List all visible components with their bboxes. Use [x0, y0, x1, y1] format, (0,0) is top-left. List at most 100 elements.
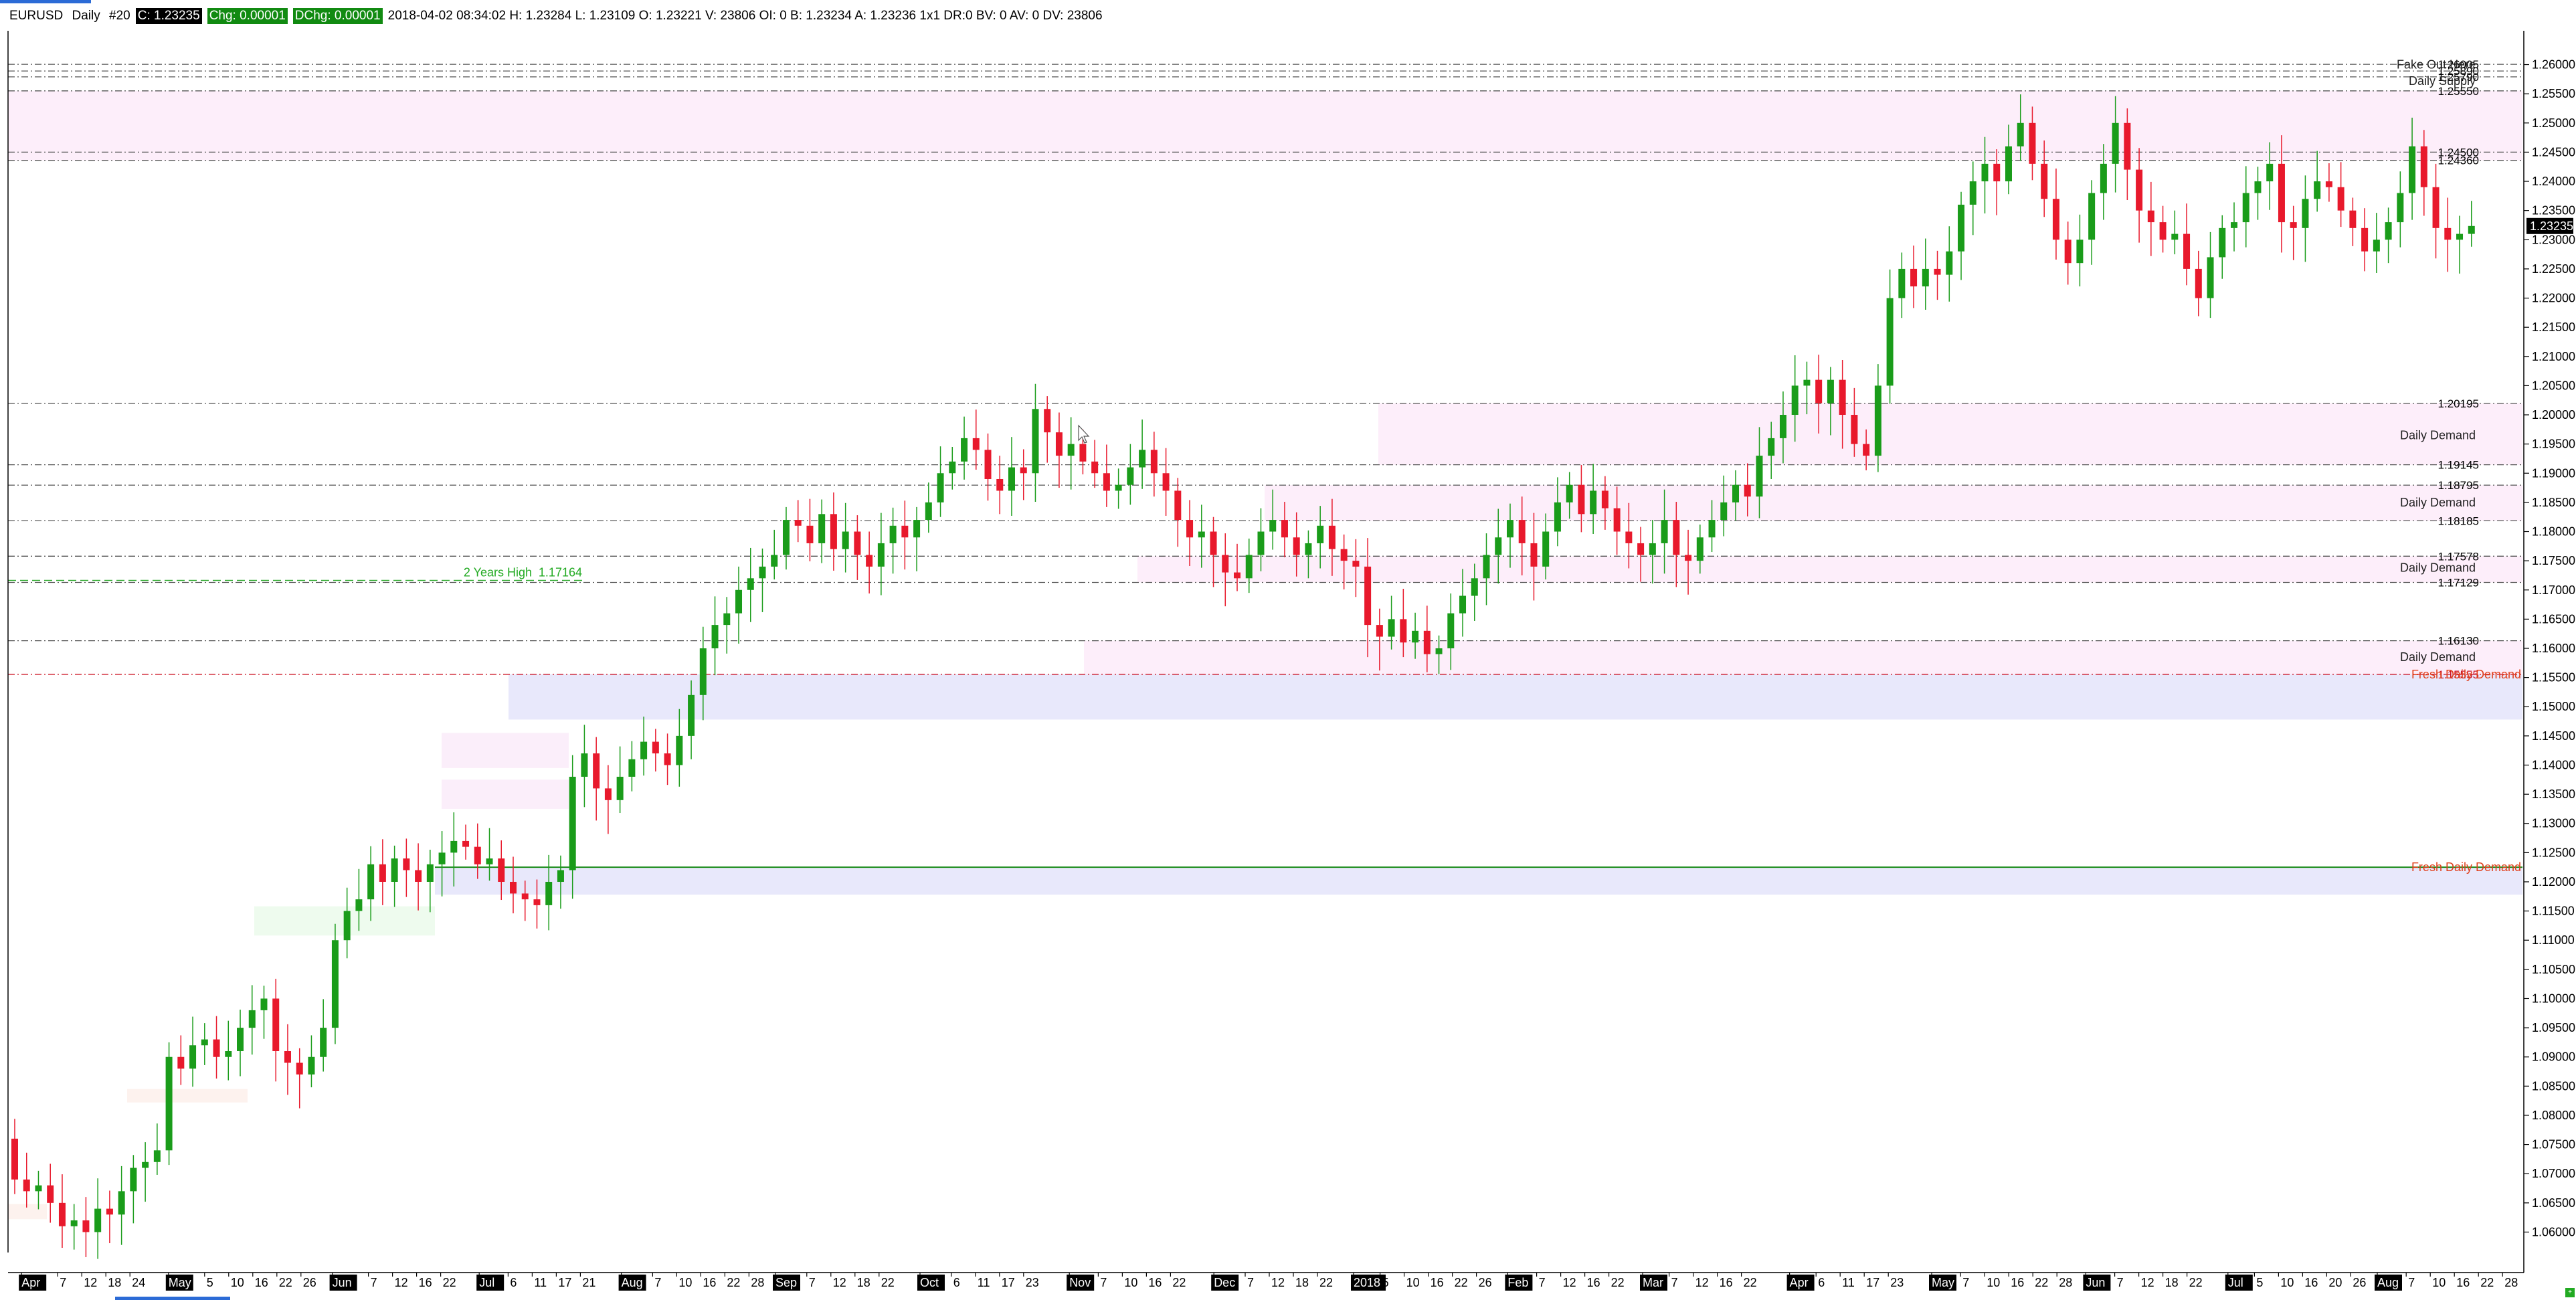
x-tick-label: 11	[534, 1276, 547, 1289]
daily-change-badge: DChg: 0.00001	[292, 8, 383, 24]
x-tick-label: 24	[132, 1276, 145, 1289]
x-tick-label: 22	[1455, 1276, 1468, 1289]
y-tick-label: 1.08000	[2532, 1109, 2575, 1122]
x-tick-label: Aug	[2377, 1276, 2399, 1289]
level-label: 1.17578	[2438, 550, 2479, 563]
x-tick-label: May	[1932, 1276, 1954, 1289]
level-label: 1.18795	[2438, 479, 2479, 492]
candle-body	[272, 998, 280, 1051]
candle-body	[486, 858, 493, 864]
daily-demand-zone-1	[1378, 403, 2522, 465]
y-tick-label: 1.10000	[2532, 992, 2575, 1005]
y-tick-label: 1.21500	[2532, 320, 2575, 334]
candle-body	[237, 1028, 244, 1051]
candle-body	[1934, 268, 1941, 275]
candle-body	[2147, 210, 2154, 223]
x-month-badge	[1786, 1275, 1815, 1291]
zone-annotation: Daily Demand	[2400, 650, 2476, 664]
candle-body	[545, 881, 553, 905]
y-tick-label: 1.14500	[2532, 729, 2575, 743]
candle-body	[1601, 490, 1608, 508]
scroll-indicator[interactable]	[115, 1297, 230, 1300]
candle-body	[1863, 444, 1870, 456]
candle-body	[1257, 531, 1265, 555]
y-tick-label: 1.15000	[2532, 700, 2575, 713]
y-tick-label: 1.19000	[2532, 466, 2575, 480]
x-tick-label: 16	[1720, 1276, 1733, 1289]
x-tick-label: 17	[1002, 1276, 1015, 1289]
level-label: 1.25790	[2438, 71, 2479, 84]
x-tick-label: Nov	[1069, 1276, 1091, 1289]
zone-annotation: Fresh Daily Demand	[2411, 860, 2521, 874]
x-tick-label: 10	[2432, 1276, 2446, 1289]
annotations-layer: 2 Years High 1.17164 Fake Out Here Daily Su…	[464, 58, 2521, 874]
level-label: 1.16130	[2438, 635, 2479, 648]
y-tick-label: 1.22500	[2532, 262, 2575, 276]
y-tick-label: 1.25000	[2532, 116, 2575, 130]
level-label: 1.24360	[2438, 155, 2479, 167]
timeframe-label: Daily	[72, 9, 100, 23]
window-accent-bar	[0, 0, 91, 3]
x-tick-label: 22	[443, 1276, 456, 1289]
candle-body	[699, 648, 707, 695]
x-tick-label: 22	[2480, 1276, 2494, 1289]
candle-body	[1044, 409, 1051, 433]
candle-body	[2017, 122, 2024, 147]
x-tick-label: 22	[1744, 1276, 1757, 1289]
candle-body	[569, 776, 576, 870]
x-tick-label: 7	[1671, 1276, 1678, 1289]
y-tick-label: 1.06000	[2532, 1225, 2575, 1238]
candle-body	[2373, 240, 2380, 252]
x-tick-label: 12	[1695, 1276, 1709, 1289]
y-tick-label: 1.17500	[2532, 554, 2575, 567]
candle-body	[1518, 520, 1526, 543]
y-tick-label: 1.18500	[2532, 496, 2575, 509]
candle-body	[747, 578, 754, 590]
level-label: 1.26005	[2438, 58, 2479, 71]
candle-body	[2420, 146, 2427, 187]
x-tick-label: 7	[371, 1276, 377, 1289]
y-tick-label: 1.15500	[2532, 671, 2575, 684]
x-axis[interactable]: Apr 7 12 18 24 May 5 10 16 22 26 Jun 7 12 16 22 Jul 6 11 17…	[8, 1272, 2524, 1291]
x-tick-label: 12	[84, 1276, 97, 1289]
x-tick-label: 18	[2165, 1276, 2179, 1289]
level-label: 1.19145	[2438, 459, 2479, 472]
x-tick-label: 22	[1611, 1276, 1625, 1289]
candle-body	[2100, 163, 2107, 193]
candle-body	[2029, 122, 2036, 164]
x-tick-label: 12	[1271, 1276, 1285, 1289]
bars-label: #20	[109, 9, 130, 23]
zone-annotation: Fake Out Here	[2397, 58, 2476, 72]
status-indicator[interactable]: +	[2565, 1288, 2575, 1297]
x-month-badge	[1211, 1275, 1239, 1291]
candle-body	[1328, 525, 1336, 549]
x-tick-label: 12	[2141, 1276, 2154, 1289]
x-month-badge	[476, 1275, 504, 1291]
x-tick-label: May	[169, 1276, 191, 1289]
candle-body	[58, 1202, 66, 1226]
chart-header: EURUSD Daily #20 C: 1.23235 Chg: 0.00001 DC…	[0, 0, 2576, 31]
x-month-badge	[165, 1275, 193, 1291]
candle-body	[320, 1028, 327, 1057]
candle-body	[296, 1062, 303, 1075]
candle-body	[2041, 163, 2048, 199]
x-tick-label: 22	[1172, 1276, 1186, 1289]
x-tick-label: 21	[582, 1276, 595, 1289]
candle-body	[913, 520, 921, 538]
y-tick-label: 1.13000	[2532, 817, 2575, 830]
x-tick-label: 22	[881, 1276, 895, 1289]
candle-body	[2361, 227, 2369, 252]
x-tick-label: 6	[510, 1276, 517, 1289]
y-tick-label: 1.06500	[2532, 1196, 2575, 1210]
candle-body	[1234, 572, 1241, 579]
candle-body	[1791, 385, 1799, 415]
candle-body	[723, 613, 731, 626]
x-tick-label: 22	[2035, 1276, 2048, 1289]
y-axis[interactable]: 1.26000 1.25500 1.25000 1.24500 1.24000 1.235…	[7, 31, 2575, 1273]
x-tick-label: 18	[108, 1276, 121, 1289]
candle-body	[652, 741, 659, 754]
candle-body	[925, 502, 932, 521]
demand-zone-jul-2	[442, 779, 569, 809]
y-tick-label: 1.22000	[2532, 292, 2575, 305]
